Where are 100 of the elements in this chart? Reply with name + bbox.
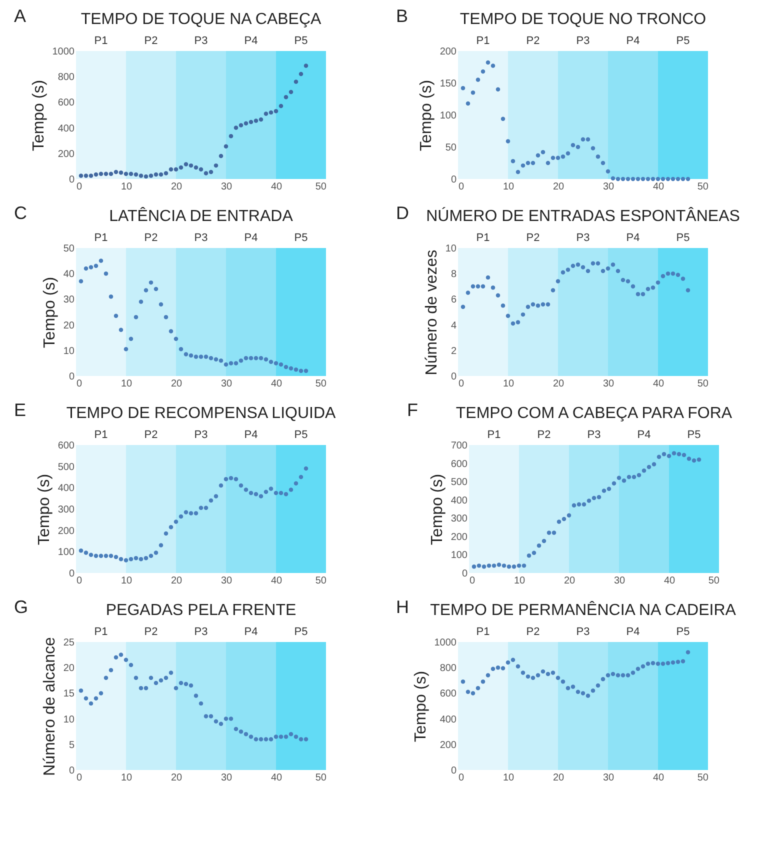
point <box>254 737 258 742</box>
y-tick-label: 100 <box>450 550 468 562</box>
point <box>590 688 596 693</box>
point <box>646 286 650 292</box>
point <box>98 554 104 558</box>
point <box>194 511 198 516</box>
band-label: P2 <box>526 232 540 244</box>
point <box>288 732 294 736</box>
point <box>234 126 238 130</box>
point <box>546 160 550 166</box>
point <box>178 514 184 519</box>
x-tick-label: 30 <box>614 576 626 586</box>
point <box>642 468 646 473</box>
point <box>174 686 178 690</box>
point <box>254 356 258 360</box>
point <box>480 284 486 289</box>
point <box>254 118 258 123</box>
band-label: P1 <box>94 232 108 244</box>
point <box>466 101 470 106</box>
point <box>666 661 670 666</box>
point <box>144 686 148 690</box>
point <box>506 660 510 665</box>
point <box>560 270 566 274</box>
point <box>128 336 134 341</box>
point <box>94 264 98 268</box>
y-tick-label: 600 <box>450 458 468 470</box>
point <box>576 144 580 150</box>
y-tick-label: 100 <box>58 547 75 558</box>
point <box>500 666 506 670</box>
band-label: P4 <box>244 429 258 441</box>
x-tick-label: 40 <box>652 378 664 390</box>
point <box>278 734 284 739</box>
point <box>154 680 158 686</box>
point <box>646 176 650 182</box>
y-axis-title: Número de vezes <box>423 250 440 376</box>
point <box>78 279 84 284</box>
point <box>600 160 606 166</box>
point <box>244 121 248 126</box>
x-tick-label: 20 <box>170 182 182 192</box>
point <box>586 694 590 698</box>
x-tick-label: 30 <box>220 576 232 586</box>
point <box>278 362 284 367</box>
x-tick-label: 30 <box>602 378 614 390</box>
point <box>264 490 268 494</box>
point <box>168 167 174 172</box>
x-tick-label: 40 <box>652 772 664 784</box>
band-label: P4 <box>244 626 258 638</box>
point <box>234 361 238 366</box>
point <box>264 737 268 742</box>
text: A <box>14 6 26 26</box>
point <box>168 670 174 675</box>
chart-title: LATÊNCIA DE ENTRADA <box>109 207 294 225</box>
band-label: P2 <box>144 232 158 244</box>
point <box>154 172 158 177</box>
point <box>198 354 204 359</box>
point <box>264 357 268 362</box>
point <box>114 170 118 174</box>
band-label: P4 <box>637 429 651 441</box>
point <box>676 660 680 664</box>
point <box>138 557 144 562</box>
band-label: P5 <box>687 429 701 441</box>
point <box>682 452 686 458</box>
point <box>520 312 526 317</box>
point <box>154 286 158 292</box>
point <box>194 165 198 170</box>
x-tick-label: 50 <box>315 576 327 586</box>
x-tick-label: 10 <box>502 378 514 390</box>
band-label: P1 <box>94 626 108 638</box>
point <box>580 691 586 696</box>
band-label: P5 <box>294 626 308 638</box>
point <box>610 262 616 267</box>
point <box>88 701 94 706</box>
point <box>184 352 188 356</box>
x-tick-label: 50 <box>697 182 709 192</box>
point <box>204 714 208 718</box>
x-tick-label: 0 <box>76 182 82 192</box>
point <box>686 288 690 292</box>
point <box>214 719 218 724</box>
point <box>258 117 264 122</box>
point <box>214 357 218 362</box>
point <box>616 673 620 678</box>
point <box>460 680 466 684</box>
point <box>208 170 214 174</box>
point <box>194 354 198 359</box>
point <box>520 670 526 675</box>
point <box>520 163 526 168</box>
point <box>572 503 576 508</box>
point <box>560 154 566 159</box>
point <box>592 496 596 500</box>
point <box>298 737 304 742</box>
point <box>490 64 496 68</box>
point <box>298 72 304 76</box>
point <box>108 294 114 299</box>
point <box>134 172 138 177</box>
point <box>562 516 566 522</box>
point <box>596 683 600 688</box>
point <box>636 176 640 182</box>
point <box>218 358 224 363</box>
point <box>214 163 218 168</box>
point <box>284 364 288 370</box>
